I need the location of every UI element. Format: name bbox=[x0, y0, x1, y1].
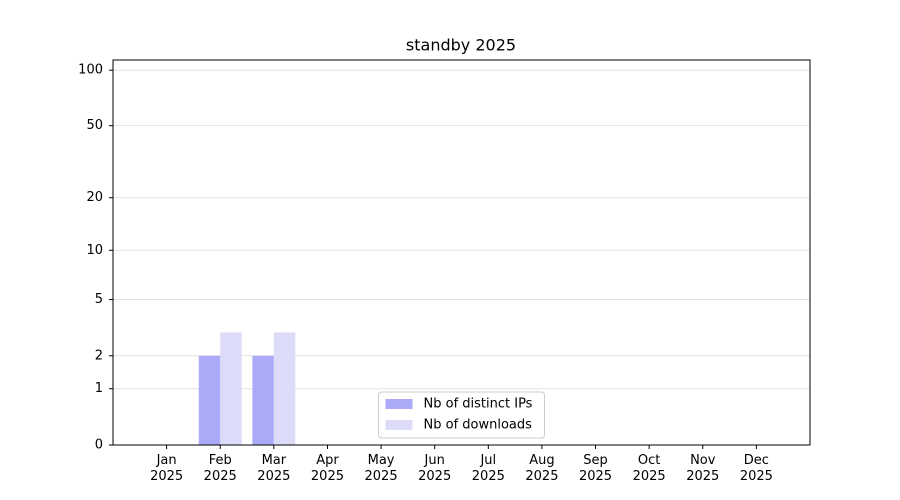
y-tick-label: 5 bbox=[95, 292, 103, 307]
legend-label: Nb of downloads bbox=[424, 418, 533, 433]
x-tick-label: Sep 2025 bbox=[578, 453, 613, 484]
x-tick-label: Dec 2025 bbox=[739, 453, 773, 484]
chart-title: standby 2025 bbox=[406, 36, 516, 55]
x-tick-label: Jul 2025 bbox=[471, 453, 505, 484]
y-tick-label: 2 bbox=[95, 348, 103, 363]
x-tick-label: Mar 2025 bbox=[257, 453, 291, 484]
y-tick-label: 100 bbox=[78, 63, 103, 78]
x-tick-label: Apr 2025 bbox=[310, 453, 344, 484]
bar bbox=[198, 355, 221, 445]
x-tick-label: Feb 2025 bbox=[203, 453, 237, 484]
bar bbox=[273, 332, 296, 445]
y-tick-label: 50 bbox=[86, 118, 103, 133]
bar bbox=[252, 355, 274, 445]
x-tick-label: Nov 2025 bbox=[686, 453, 720, 484]
x-tick-label: May 2025 bbox=[364, 453, 398, 484]
x-tick-label: Jun 2025 bbox=[418, 453, 452, 484]
plot-frame bbox=[112, 59, 811, 446]
y-tick-label: 10 bbox=[86, 243, 103, 258]
legend-label: Nb of distinct IPs bbox=[424, 397, 533, 412]
legend-box bbox=[378, 391, 545, 439]
bar bbox=[220, 332, 242, 445]
x-tick-label: Jan 2025 bbox=[150, 453, 184, 484]
x-tick-label: Aug 2025 bbox=[525, 453, 559, 484]
y-tick-label: 1 bbox=[95, 381, 103, 396]
legend-swatch bbox=[385, 420, 413, 430]
y-tick-label: 20 bbox=[86, 190, 103, 205]
legend-swatch bbox=[385, 399, 413, 409]
x-tick-label: Oct 2025 bbox=[632, 453, 666, 484]
y-tick-label: 0 bbox=[95, 438, 103, 453]
